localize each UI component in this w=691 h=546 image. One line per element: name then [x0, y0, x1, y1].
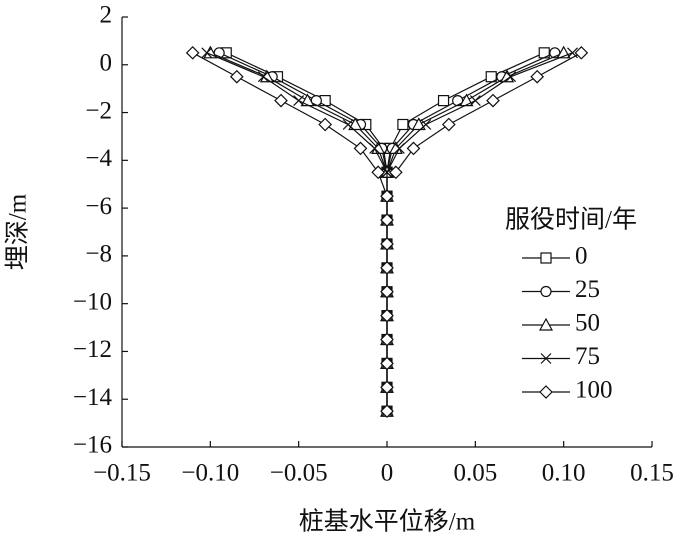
marker: [381, 166, 393, 178]
y-tick-label: 0: [100, 50, 113, 77]
marker: [380, 260, 394, 275]
marker: [342, 119, 354, 130]
x-tick-label: −0.15: [93, 460, 151, 487]
marker: [380, 189, 394, 204]
marker: [380, 213, 394, 227]
marker: [380, 380, 394, 395]
y-tick-label: −10: [73, 288, 112, 315]
y-tick-label: −16: [73, 432, 112, 459]
marker: [420, 119, 432, 130]
marker: [485, 71, 497, 83]
x-tick-label: 0.05: [453, 460, 497, 487]
marker: [388, 165, 403, 180]
marker: [318, 117, 333, 132]
marker: [348, 117, 363, 131]
marker: [406, 141, 421, 156]
legend-label: 25: [575, 276, 600, 303]
marker: [486, 93, 500, 108]
marker: [257, 71, 269, 83]
legend-marker: [540, 285, 552, 298]
marker: [397, 118, 409, 131]
legend-marker: [540, 252, 552, 264]
legend-marker: [539, 385, 553, 399]
marker: [380, 237, 394, 251]
y-tick-label: −4: [85, 145, 112, 172]
marker: [369, 142, 381, 154]
marker: [505, 71, 517, 83]
legend-label: 50: [575, 310, 600, 337]
x-tick-label: 0.10: [542, 460, 586, 487]
marker: [530, 69, 545, 84]
marker: [380, 404, 394, 419]
marker: [380, 356, 394, 371]
x-tick-label: −0.05: [270, 460, 328, 487]
marker: [411, 117, 426, 131]
marker: [393, 142, 405, 154]
marker: [185, 45, 200, 60]
x-tick-label: −0.10: [181, 460, 239, 487]
marker: [380, 332, 394, 347]
x-tick-label: 0.15: [630, 460, 674, 487]
y-tick-label: −2: [85, 97, 112, 124]
legend-title: 服役时间/年: [505, 206, 637, 234]
legend-marker: [538, 317, 554, 331]
marker: [293, 95, 305, 107]
y-tick-label: −8: [85, 241, 112, 268]
marker: [229, 69, 244, 84]
y-tick-label: 2: [100, 2, 113, 29]
legend-label: 0: [575, 243, 588, 270]
y-tick-label: −6: [85, 193, 112, 220]
y-axis-label: 埋深/m: [4, 193, 32, 270]
marker: [353, 141, 368, 156]
marker: [201, 47, 213, 59]
legend-marker: [540, 353, 552, 364]
series-line: [192, 52, 582, 412]
marker: [437, 95, 450, 107]
y-tick-label: −12: [73, 336, 112, 363]
marker: [441, 117, 456, 132]
marker: [380, 284, 394, 299]
marker: [371, 165, 386, 180]
series-line: [225, 52, 545, 412]
marker: [380, 308, 394, 323]
y-tick-label: −14: [73, 384, 113, 411]
x-tick-label: 0: [381, 460, 394, 487]
x-axis-label: 桩基水平位移/m: [299, 508, 476, 536]
marker: [469, 95, 481, 107]
legend-label: 100: [575, 377, 613, 404]
marker: [274, 93, 288, 108]
marker: [574, 45, 589, 60]
legend-label: 75: [575, 343, 600, 370]
